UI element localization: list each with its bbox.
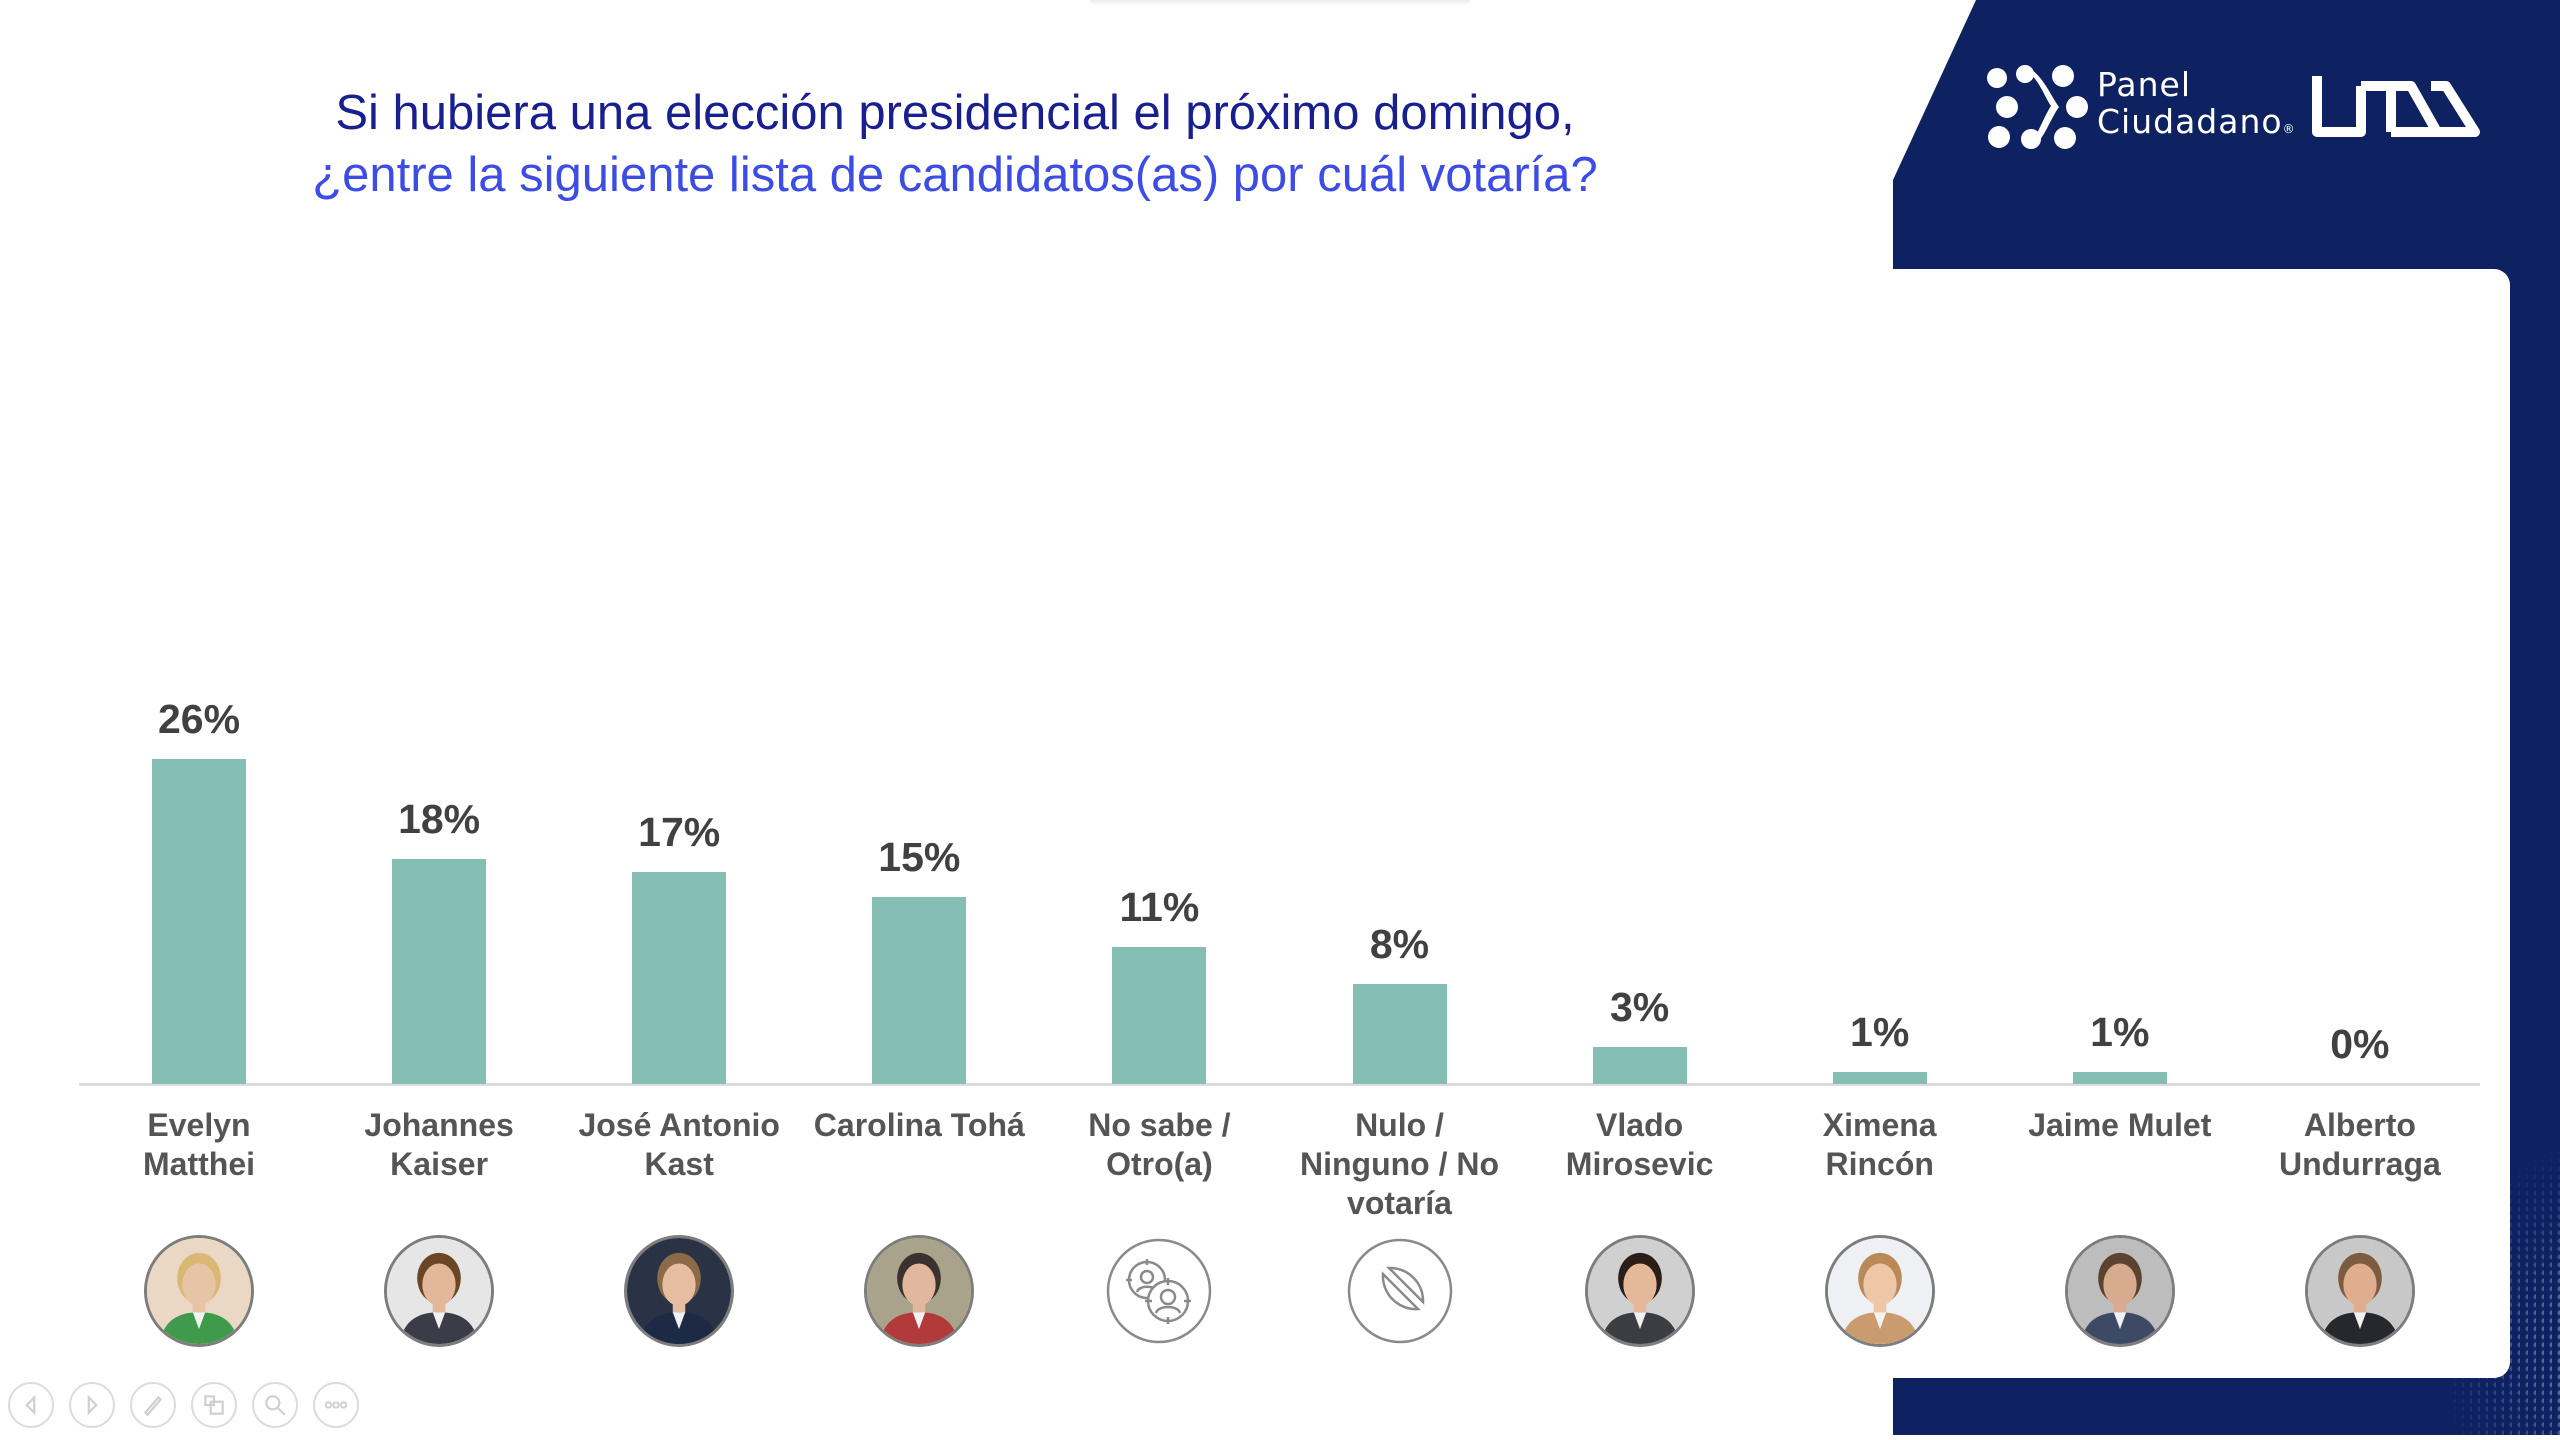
- bar-value-label: 1%: [1850, 1008, 1910, 1055]
- x-axis-line: [79, 1083, 2480, 1086]
- bar: [1592, 1046, 1687, 1084]
- bar: [1832, 1071, 1927, 1084]
- bar: [872, 896, 967, 1084]
- category-label: Vlado Mirosevic: [1524, 1106, 1756, 1184]
- category-label: Jaime Mulet: [2004, 1106, 2236, 1145]
- category-label: José Antonio Kast: [563, 1106, 795, 1184]
- category-label: Alberto Undurraga: [2244, 1106, 2476, 1184]
- category-label-line: Nulo /: [1355, 1107, 1444, 1143]
- slide-overview-button[interactable]: [191, 1382, 237, 1428]
- category-label-line: Kast: [644, 1146, 714, 1182]
- panel-ciudadano-dots-icon: [1987, 65, 2088, 149]
- bar: [632, 871, 727, 1084]
- magnifier-icon: [262, 1392, 288, 1418]
- registered-mark: ®: [2282, 122, 2295, 136]
- chart-title: Si hubiera una elección presidencial el …: [0, 82, 1910, 206]
- bar-value-label: 11%: [1119, 883, 1200, 930]
- category-label-line: Otro(a): [1106, 1146, 1213, 1182]
- candidate-photo-johannes-kaiser: [384, 1235, 495, 1347]
- candidate-photo-jaime-mulet: [2064, 1235, 2175, 1347]
- category-label: Nulo / Ninguno / No votaría: [1284, 1106, 1516, 1223]
- bar-value-label: 3%: [1609, 983, 1670, 1030]
- candidate-photo-alberto-undurraga: [2304, 1235, 2415, 1347]
- bar: [1112, 946, 1207, 1084]
- category-label: Carolina Tohá: [803, 1106, 1035, 1145]
- logo-line-2: Ciudadano: [2097, 102, 2283, 141]
- category-label-line: Kaiser: [390, 1146, 489, 1182]
- pen-tool-button[interactable]: [130, 1382, 176, 1428]
- category-label: Johannes Kaiser: [323, 1106, 555, 1184]
- more-icon: [323, 1392, 349, 1418]
- bar: [392, 859, 487, 1084]
- category-label-line: votaría: [1347, 1185, 1452, 1221]
- bar-value-label: 17%: [638, 808, 721, 855]
- bar-value-label: 0%: [2330, 1021, 2390, 1067]
- candidate-photo-vlado-mirosevic: [1584, 1235, 1695, 1347]
- chart-title-line-2: ¿entre la siguiente lista de candidatos(…: [312, 148, 1598, 202]
- category-label-line: Johannes: [364, 1107, 514, 1143]
- category-label: Evelyn Matthei: [83, 1106, 315, 1184]
- category-label: Ximena Rincón: [1764, 1106, 1996, 1184]
- pen-icon: [140, 1392, 166, 1418]
- category-label-line: Jaime Mulet: [2028, 1107, 2212, 1143]
- category-label-line: Undurraga: [2278, 1146, 2441, 1182]
- category-label-line: Matthei: [143, 1146, 255, 1182]
- chart-title-line-1: Si hubiera una elección presidencial el …: [335, 86, 1575, 140]
- bar-value-label: 1%: [2090, 1008, 2150, 1055]
- zoom-button[interactable]: [252, 1382, 298, 1428]
- category-label-line: Alberto: [2303, 1107, 2416, 1143]
- category-label-line: José Antonio: [578, 1107, 780, 1143]
- candidate-photo-jose-antonio-kast: [624, 1235, 735, 1347]
- candidate-photo-ximena-rincon: [1824, 1235, 1935, 1347]
- presentation-controls: [8, 1382, 359, 1428]
- category-label-line: Carolina Tohá: [813, 1107, 1025, 1143]
- category-label-line: Vlado: [1596, 1107, 1684, 1143]
- panel-ciudadano-wordmark: Panel Ciudadano®: [2097, 66, 2295, 148]
- slides-icon: [201, 1392, 227, 1418]
- bar-value-label: 18%: [398, 796, 481, 842]
- prohibited-icon: [1346, 1237, 1454, 1345]
- category-label: No sabe / Otro(a): [1043, 1106, 1275, 1184]
- category-label-line: Ninguno / No: [1299, 1146, 1500, 1182]
- bar-value-label: 26%: [157, 696, 241, 742]
- previous-slide-button[interactable]: [8, 1382, 54, 1428]
- category-label-line: Evelyn: [147, 1107, 251, 1143]
- arrow-right-icon: [79, 1392, 105, 1418]
- window-top-edge: [1090, 0, 1470, 6]
- undecided-people-icon: [1105, 1237, 1213, 1345]
- candidate-photo-carolina-toha: [864, 1235, 975, 1347]
- candidate-photo-evelyn-matthei: [144, 1235, 254, 1347]
- bar-value-label: 8%: [1369, 921, 1430, 967]
- bar: [152, 759, 246, 1084]
- category-label-line: Mirosevic: [1565, 1146, 1714, 1182]
- bar: [1352, 984, 1447, 1084]
- panel-ciudadano-logo: Panel Ciudadano® UDD: [1985, 62, 2481, 152]
- category-label-line: Ximena: [1822, 1107, 1937, 1143]
- chart-card: [1893, 269, 2510, 1378]
- udd-logo: UDD: [2311, 76, 2480, 137]
- category-label-line: No sabe /: [1088, 1107, 1231, 1143]
- logo-line-1: Panel: [2097, 65, 2192, 104]
- bar: [2072, 1071, 2167, 1084]
- more-options-button[interactable]: [313, 1382, 359, 1428]
- category-label-line: Rincón: [1825, 1146, 1934, 1182]
- arrow-left-icon: [18, 1392, 44, 1418]
- bar-value-label: 15%: [878, 833, 961, 880]
- next-slide-button[interactable]: [69, 1382, 115, 1428]
